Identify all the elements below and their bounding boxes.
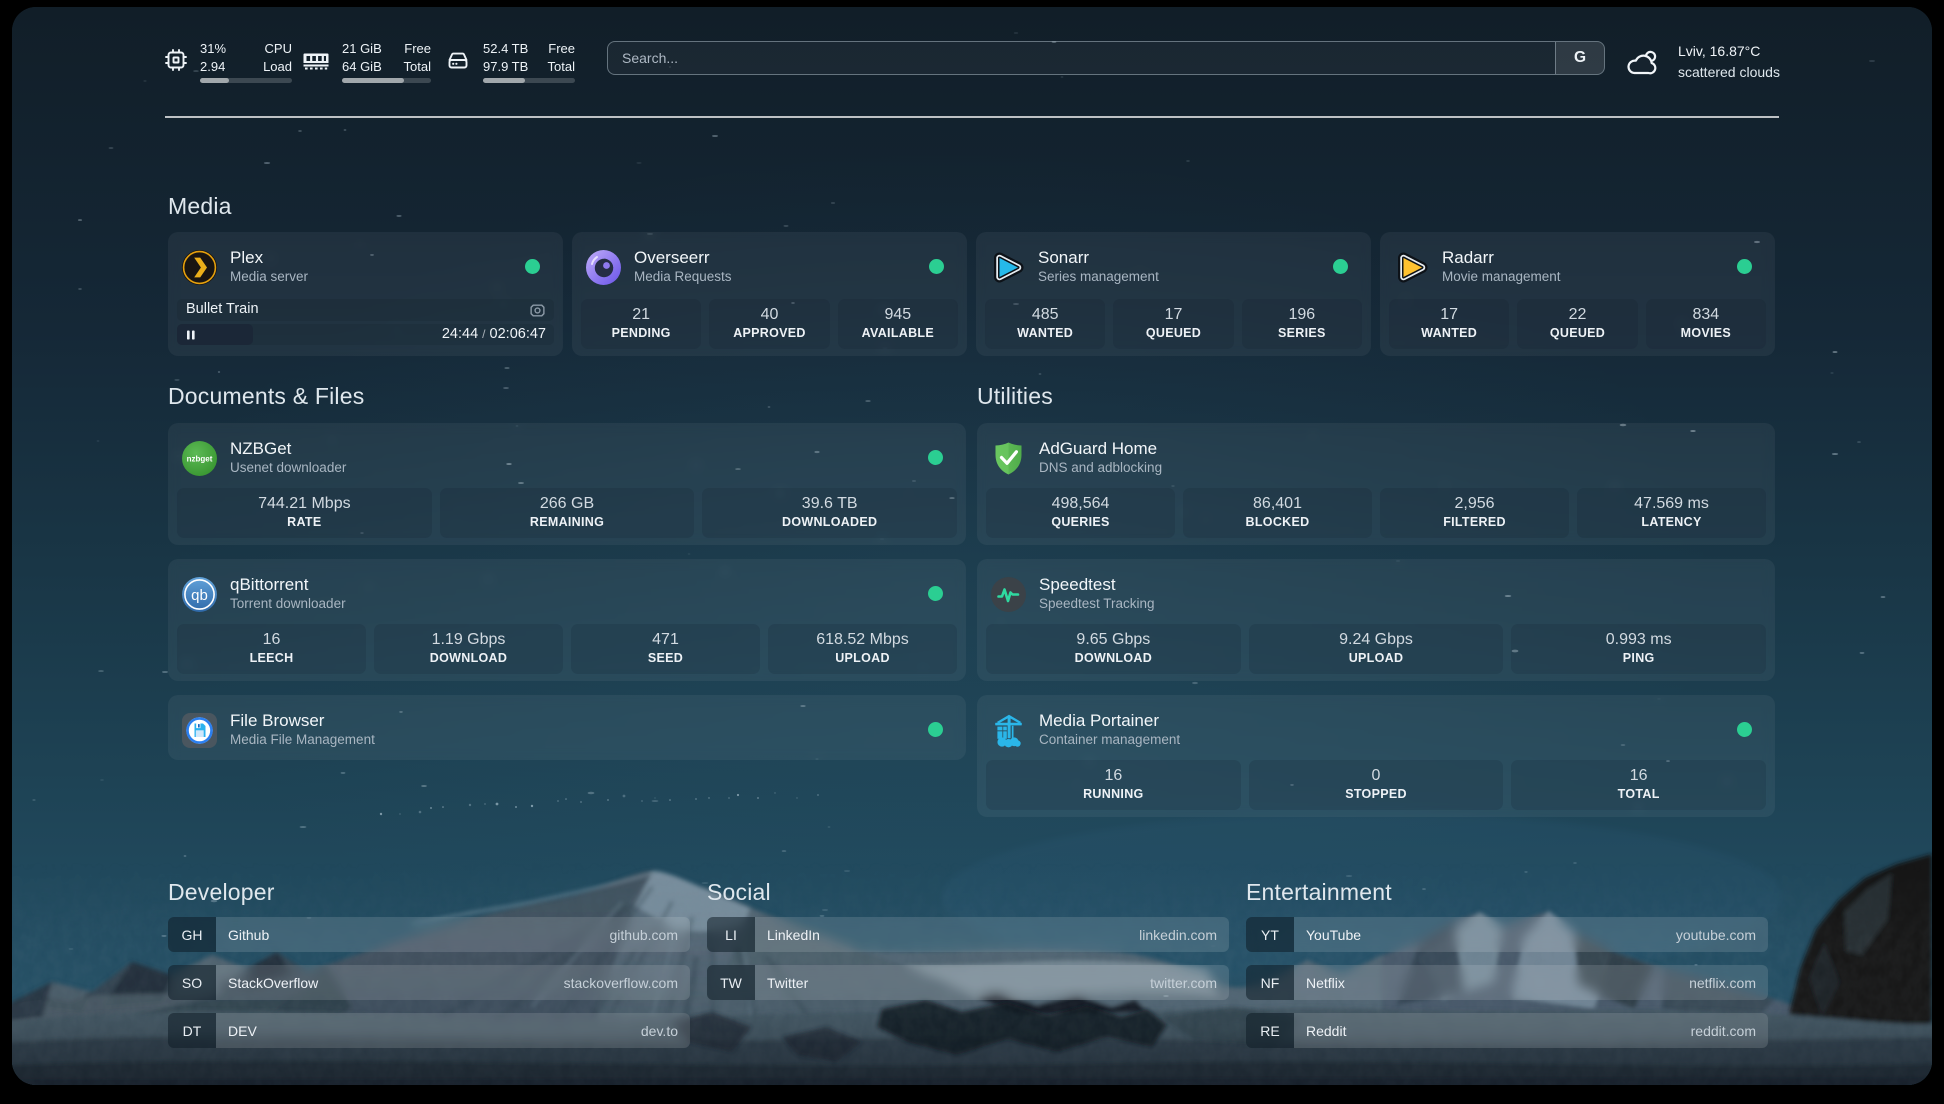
svg-text:qb: qb [191,587,208,604]
svg-text:nzbget: nzbget [187,454,213,463]
